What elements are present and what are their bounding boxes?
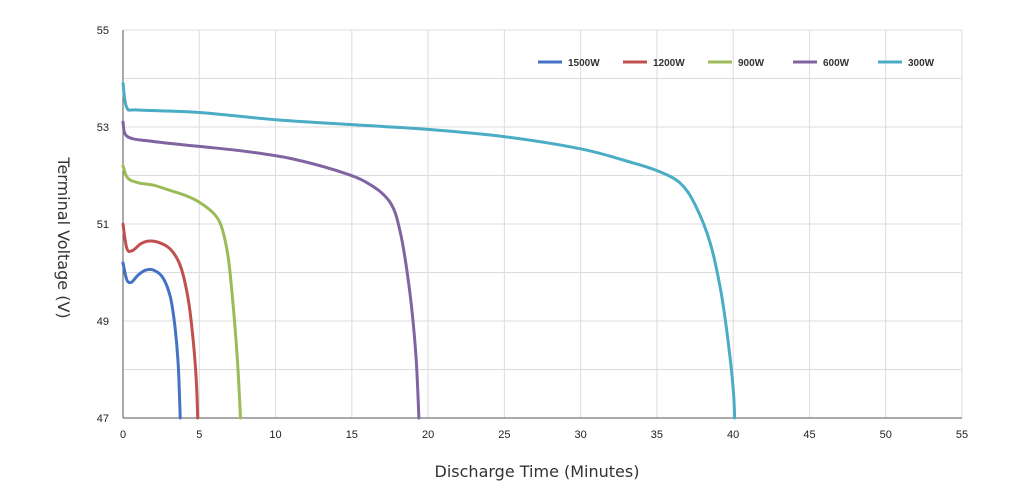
x-tick-label: 35 [651,429,663,441]
series-line-1200W [121,222,200,420]
x-tick-labels: 0 5 10 15 20 25 30 35 40 45 50 55 [120,429,968,441]
grid-lines [123,29,963,418]
y-tick-label: 55 [97,25,109,37]
y-tick-label: 53 [97,122,109,134]
y-axis-title: Terminal Voltage (V) [54,156,73,318]
x-tick-label: 20 [422,429,434,441]
y-tick-label: 49 [97,316,109,328]
y-tick-label: 47 [97,413,109,425]
x-axis-title: Discharge Time (Minutes) [435,462,640,481]
y-tick-label: 51 [97,219,109,231]
x-tick-label: 55 [956,429,968,441]
x-tick-label: 5 [196,429,202,441]
x-tick-label: 0 [120,429,126,441]
x-tick-label: 40 [727,429,739,441]
x-tick-label: 30 [575,429,587,441]
legend: 1500W 1200W 900W 600W 300W [538,58,935,69]
legend-label-900W: 900W [738,58,765,69]
series-lines [121,81,737,420]
series-line-1500W [121,261,182,420]
x-tick-label: 25 [498,429,510,441]
series-line-900W [121,164,242,420]
x-tick-label: 15 [346,429,358,441]
series-line-600W [121,120,421,420]
y-tick-labels: 47 49 51 53 55 [97,25,109,425]
legend-label-600W: 600W [823,58,850,69]
series-line-300W [121,81,737,420]
legend-label-1500W: 1500W [568,58,600,69]
x-tick-label: 50 [880,429,892,441]
x-tick-label: 10 [269,429,281,441]
legend-label-300W: 300W [908,58,935,69]
x-tick-label: 45 [803,429,815,441]
legend-label-1200W: 1200W [653,58,685,69]
